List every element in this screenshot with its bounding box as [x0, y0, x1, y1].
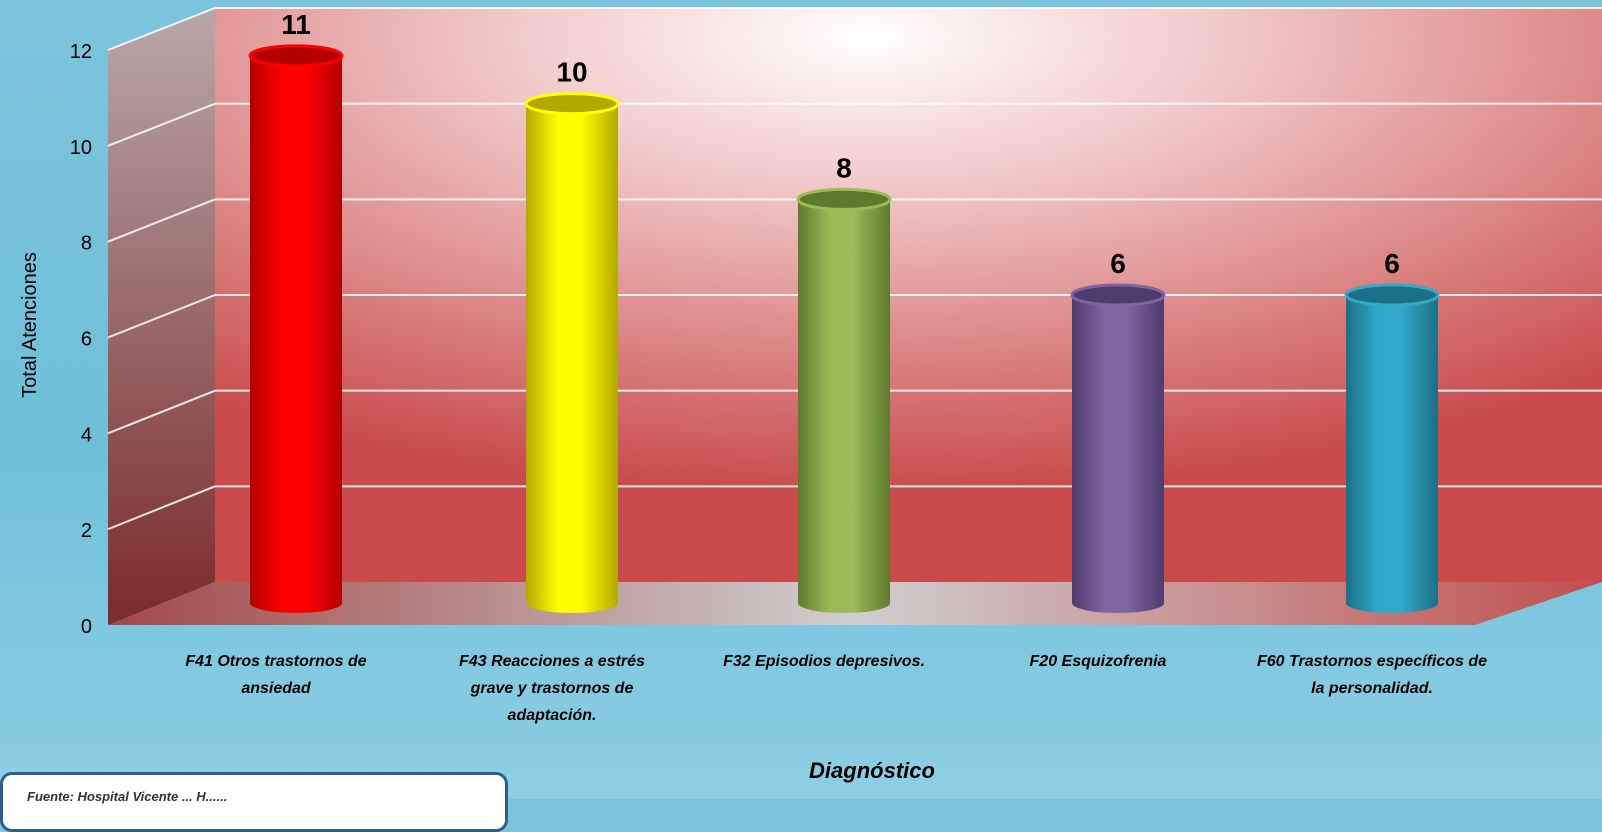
- y-tick-label: 4: [81, 424, 92, 446]
- x-category-label-line: grave y trastornos de: [470, 680, 634, 697]
- bar-5: [1344, 283, 1440, 613]
- chart: 0 2 4 6 8 10 12 Total Atenciones 11 F41 Otros tra…: [0, 7, 1602, 832]
- bar-top: [1344, 283, 1440, 307]
- x-category-label-line: F32 Episodios depresivos.: [723, 653, 925, 670]
- source-note-box: Fuente: Hospital Vicente ... H......: [0, 772, 508, 832]
- y-tick-label: 2: [81, 520, 92, 542]
- bar-top: [796, 187, 892, 211]
- x-category-label: F41 Otros trastornos de ansiedad: [185, 653, 366, 697]
- x-category-label: F20 Esquizofrenia: [1030, 653, 1167, 670]
- x-category-label-line: ansiedad: [241, 680, 312, 697]
- data-label: 6: [1110, 248, 1126, 279]
- gridline: [107, 102, 216, 147]
- x-category-label-line: F41 Otros trastornos de: [185, 653, 366, 670]
- x-category-label: F43 Reacciones a estrés grave y trastorno…: [459, 653, 645, 724]
- data-label: 11: [281, 9, 311, 40]
- bar-top: [524, 92, 620, 116]
- bar-top: [1070, 283, 1166, 307]
- source-note: Fuente: Hospital Vicente ... H......: [27, 789, 228, 804]
- gridline: [107, 294, 216, 339]
- bar-top: [248, 44, 344, 68]
- data-label: 8: [836, 152, 852, 183]
- bar-4: [1070, 283, 1166, 613]
- data-label: 6: [1384, 248, 1400, 279]
- y-tick-label: 8: [81, 233, 92, 255]
- gridline: [107, 7, 216, 51]
- x-category-label-line: F20 Esquizofrenia: [1030, 653, 1167, 670]
- y-tick-label: 12: [70, 41, 92, 63]
- y-axis-label: Total Atenciones: [19, 252, 41, 398]
- x-category-label-line: F60 Trastornos específicos de: [1257, 653, 1487, 670]
- x-category-label-line: la personalidad.: [1311, 680, 1433, 697]
- bar-body: [798, 199, 890, 614]
- gridline: [107, 485, 216, 531]
- y-tick-label: 0: [81, 616, 92, 638]
- bar-2: [524, 92, 620, 614]
- gridline: [107, 198, 216, 243]
- y-tick-label: 6: [81, 329, 92, 351]
- x-category-label: F32 Episodios depresivos.: [723, 653, 925, 670]
- x-category-label: F60 Trastornos específicos de la personal…: [1257, 653, 1487, 697]
- chart-svg: 0 2 4 6 8 10 12 Total Atenciones 11 F41 Otros tra…: [19, 7, 1602, 783]
- bar-body: [250, 55, 342, 614]
- bar-3: [796, 187, 892, 614]
- bar-body: [1346, 295, 1438, 613]
- x-category-label-line: adaptación.: [508, 707, 597, 724]
- x-category-label-line: F43 Reacciones a estrés: [459, 653, 645, 670]
- bar-1: [248, 44, 344, 614]
- bar-body: [526, 103, 618, 614]
- data-label: 10: [556, 57, 587, 88]
- bar-body: [1072, 295, 1164, 613]
- x-axis-label: Diagnóstico: [809, 758, 935, 783]
- gridline: [107, 389, 216, 435]
- y-tick-label: 10: [70, 137, 92, 159]
